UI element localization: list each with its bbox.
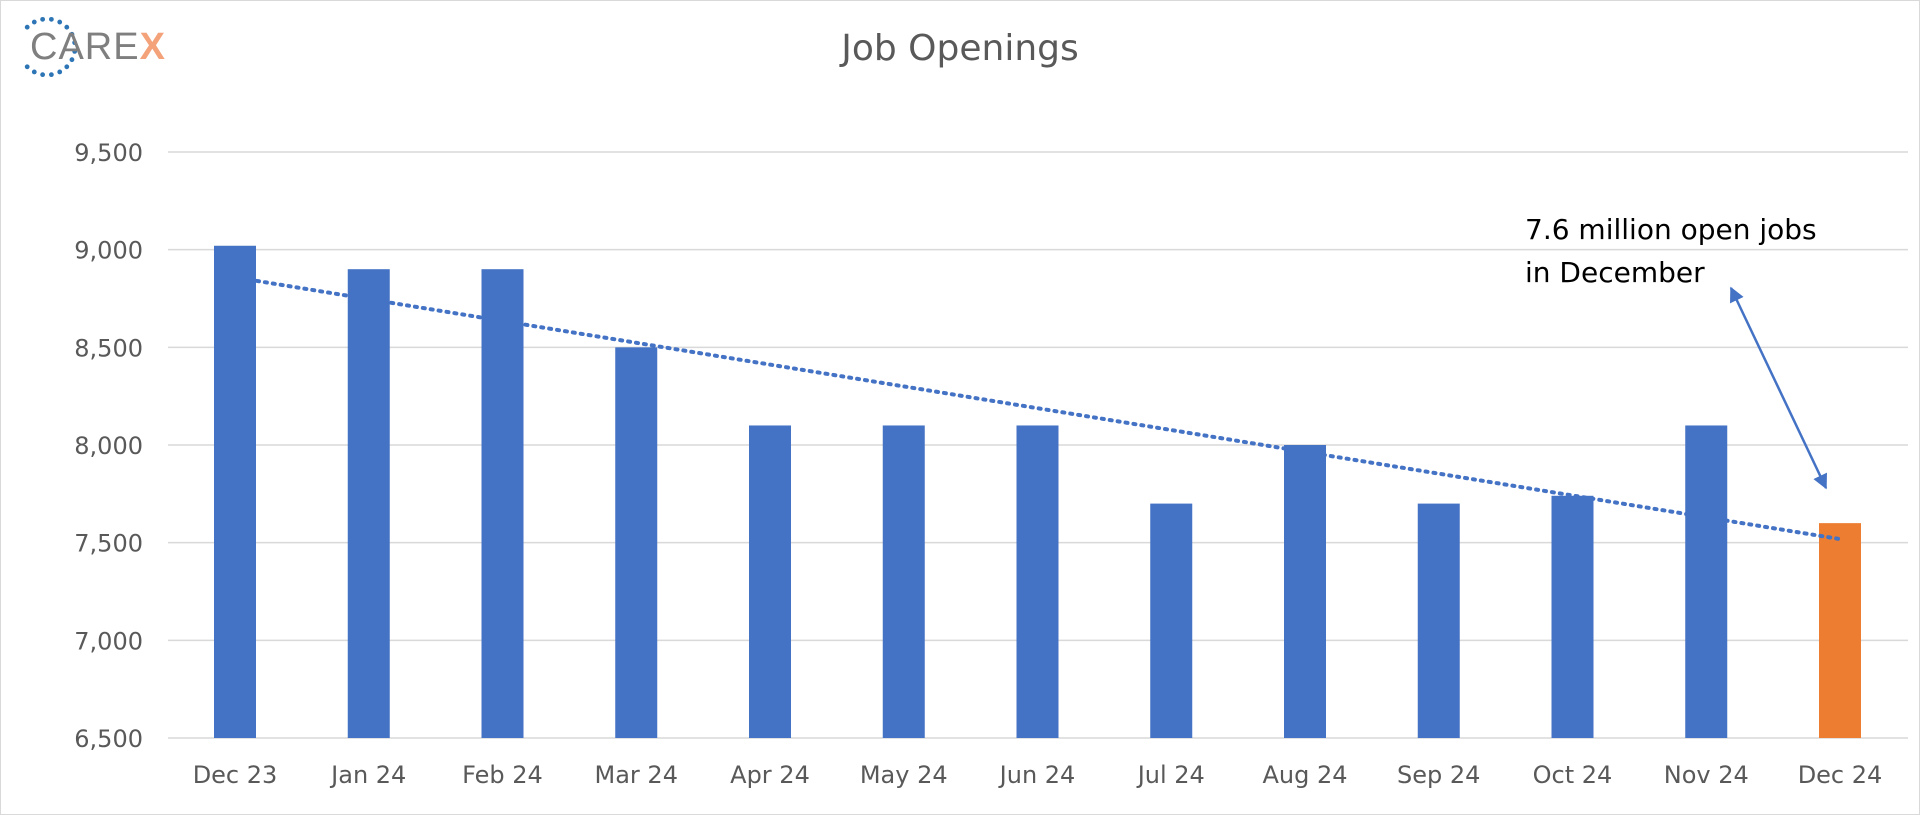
carex-logo: CAREX (12, 12, 182, 82)
x-tick-label: Jun 24 (998, 761, 1076, 789)
bar (1016, 425, 1059, 738)
bar (615, 347, 658, 738)
chart-title: Job Openings (841, 28, 1079, 69)
y-tick-label: 9,000 (74, 237, 143, 265)
gridlines (168, 151, 1908, 739)
logo-dot (48, 16, 54, 22)
y-tick-label: 8,000 (74, 432, 143, 460)
y-tick-label: 7,000 (74, 627, 143, 655)
logo-dot (64, 24, 70, 30)
x-tick-label: Jan 24 (329, 761, 406, 789)
x-axis-ticks: Dec 23 Jan 24 Feb 24 Mar 24 Apr 24 May 24 Jun … (193, 761, 1883, 789)
logo-dot (40, 72, 46, 78)
logo-text-prefix: CARE (30, 26, 140, 68)
bar (1284, 445, 1326, 738)
x-tick-label: Nov 24 (1664, 761, 1749, 789)
logo-dot (48, 72, 54, 78)
bar (347, 269, 390, 738)
y-tick-label: 9,500 (74, 139, 143, 167)
logo-dot (31, 69, 37, 75)
logo-text-x: X (139, 26, 166, 68)
bar (1417, 503, 1460, 738)
logo-dot (57, 19, 63, 25)
bar (1685, 425, 1728, 738)
y-axis-ticks: 6,500 7,000 7,500 8,000 8,500 9,000 9,500 (74, 139, 143, 753)
annotation-callout: 7.6 million open jobs in December (1525, 208, 1817, 294)
x-tick-label: Apr 24 (730, 761, 810, 789)
annotation-arrow-layer (1729, 286, 1828, 490)
y-tick-label: 6,500 (74, 725, 143, 753)
logo-dot (31, 19, 37, 25)
x-tick-label: Aug 24 (1262, 761, 1347, 789)
annotation-line-2: in December (1525, 256, 1705, 289)
trendline (255, 278, 1840, 541)
logo-dot (72, 40, 78, 46)
x-tick-label: Jul 24 (1136, 761, 1205, 789)
x-tick-label: May 24 (860, 761, 948, 789)
y-tick-label: 8,500 (74, 334, 143, 362)
bar (882, 425, 925, 738)
bar (214, 245, 256, 738)
logo-wordmark: CAREX (30, 26, 166, 69)
y-tick-label: 7,500 (74, 530, 143, 558)
x-tick-label: Dec 23 (193, 761, 278, 789)
x-tick-label: Sep 24 (1397, 761, 1480, 789)
x-tick-label: Dec 24 (1798, 761, 1883, 789)
bar (481, 269, 524, 738)
bar (1150, 503, 1193, 738)
x-tick-label: Oct 24 (1533, 761, 1613, 789)
annotation-line-1: 7.6 million open jobs (1525, 213, 1817, 246)
bars (214, 245, 1861, 738)
logo-dot (40, 16, 46, 22)
x-tick-label: Feb 24 (462, 761, 543, 789)
logo-dot (69, 31, 75, 37)
logo-dot (72, 48, 78, 54)
x-tick-label: Mar 24 (595, 761, 678, 789)
bar-highlight (1819, 523, 1861, 738)
logo-dot (57, 69, 63, 75)
logo-dot (24, 64, 30, 70)
bar (1551, 495, 1594, 738)
logo-dotted-circle (24, 16, 78, 78)
logo-dot (69, 57, 75, 63)
logo-dot (64, 64, 70, 70)
bar (749, 425, 791, 738)
annotation-arrow (1729, 286, 1828, 490)
logo-dot (24, 24, 30, 30)
trendline-layer (255, 278, 1840, 541)
